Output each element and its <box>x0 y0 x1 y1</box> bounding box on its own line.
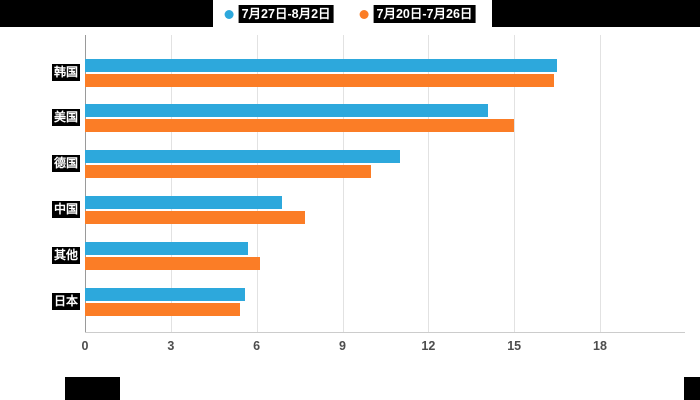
x-tick-label-0: 0 <box>81 339 89 353</box>
legend: 7月27日-8月2日 7月20日-7月26日 <box>224 3 476 25</box>
x-tick-label-12: 12 <box>421 339 436 353</box>
category-label-日本: 日本 <box>51 293 80 310</box>
bar-中国-series-1 <box>85 211 306 225</box>
bar-德国-series-1 <box>85 165 372 179</box>
legend-label-week-jul27-aug2: 7月27日-8月2日 <box>238 5 334 23</box>
black-patch-bottom-left <box>65 377 120 400</box>
category-label-韩国: 韩国 <box>51 63 80 81</box>
black-patch-top-right <box>492 0 700 27</box>
x-tick-label-9: 9 <box>339 339 346 353</box>
gridline-x-15 <box>514 35 516 332</box>
bar-美国-series-0 <box>85 104 489 118</box>
category-label-德国: 德国 <box>51 155 80 173</box>
x-tick-label-6: 6 <box>253 339 261 353</box>
bar-韩国-series-1 <box>85 73 555 87</box>
legend-label-week-jul20-jul26: 7月20日-7月26日 <box>373 5 476 23</box>
legend-item-week-jul27-aug2[interactable]: 7月27日-8月2日 <box>224 5 334 23</box>
bar-日本-series-0 <box>85 288 246 301</box>
bar-中国-series-0 <box>85 196 283 210</box>
gridline-x-18 <box>600 35 601 332</box>
gridline-x-0 <box>85 35 86 332</box>
category-label-其他: 其他 <box>51 247 80 265</box>
bar-日本-series-1 <box>85 303 240 316</box>
bar-韩国-series-0 <box>85 58 558 72</box>
x-tick-label-18: 18 <box>593 339 607 353</box>
category-label-中国: 中国 <box>51 201 80 219</box>
legend-marker-blue-icon <box>224 9 234 19</box>
category-label-美国: 美国 <box>51 109 80 127</box>
plot-area <box>85 35 685 333</box>
x-tick-label-3: 3 <box>167 339 175 353</box>
legend-marker-orange-icon <box>359 9 369 19</box>
legend-item-week-jul20-jul26[interactable]: 7月20日-7月26日 <box>359 5 476 23</box>
bar-其他-series-1 <box>85 257 260 271</box>
black-patch-bottom-right <box>684 377 700 400</box>
gridline-x-9 <box>342 35 344 332</box>
gridline-x-12 <box>428 35 430 332</box>
bar-其他-series-0 <box>85 242 249 256</box>
x-tick-label-15: 15 <box>507 339 522 353</box>
gridline-x-3 <box>170 35 172 332</box>
black-patch-top-left <box>0 0 213 27</box>
gridline-x-6 <box>256 35 258 332</box>
bar-美国-series-1 <box>85 119 515 133</box>
bar-德国-series-0 <box>85 150 400 164</box>
